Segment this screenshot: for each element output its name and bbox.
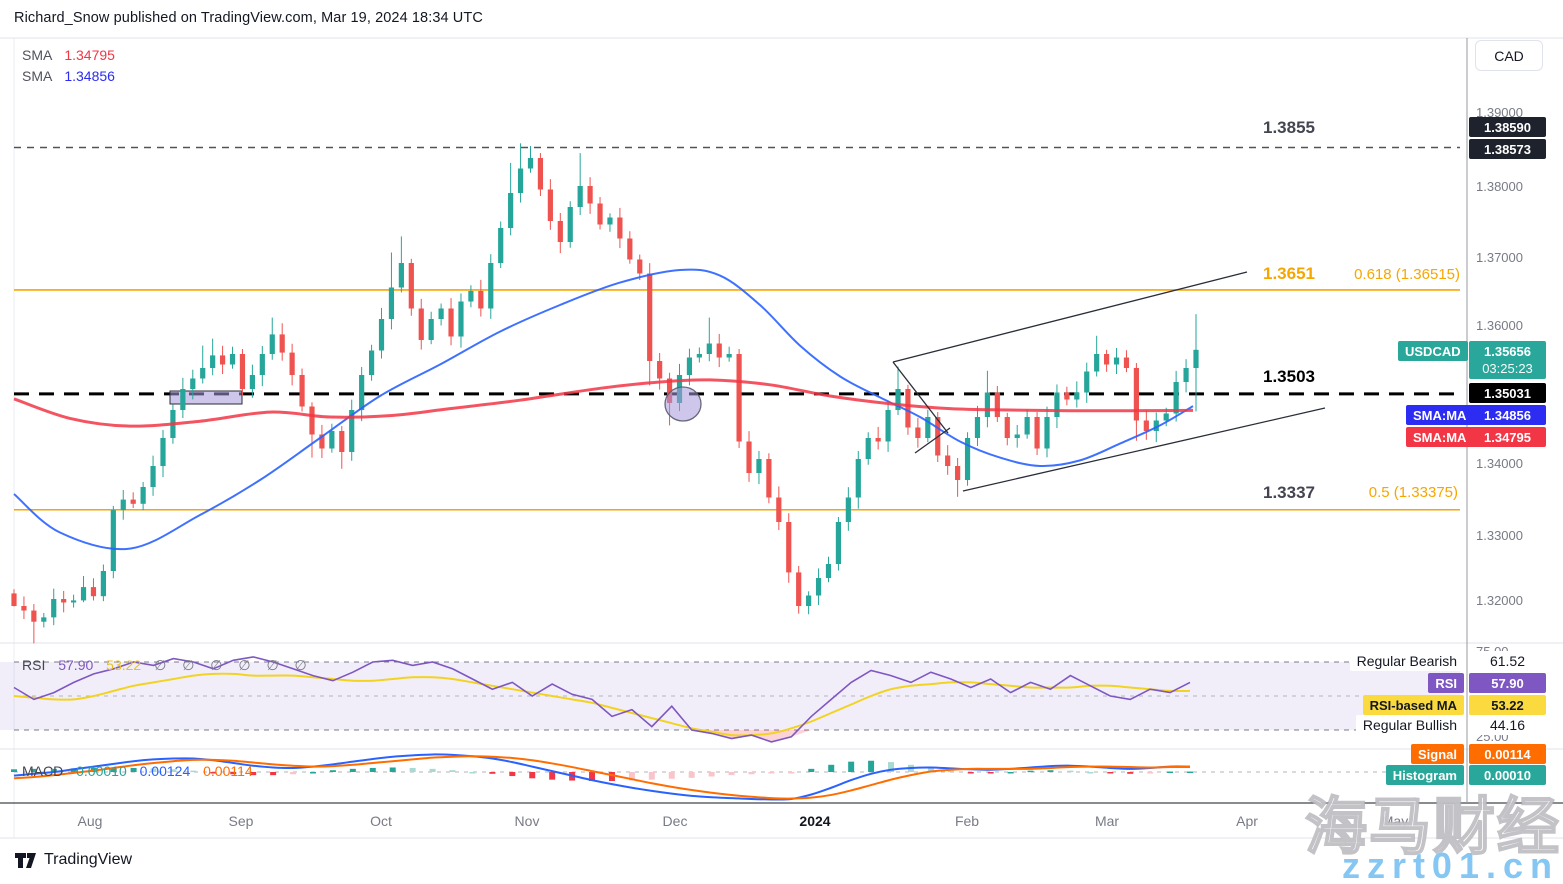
month-label-may: May [1381,813,1409,829]
watermark-cn-text: 海马财经 [1304,792,1561,863]
rsi-title: RSI [22,657,46,673]
month-label-mar: Mar [1094,813,1120,829]
sma-slow-legend-row[interactable]: SMA 1.34856 [22,65,115,86]
fib618-level-label[interactable]: 1.3651 [1263,264,1315,283]
sma-fast-label: SMA [22,46,53,63]
axis-tick: 1.37000 [1476,250,1523,265]
rsi-value: 57.90 [58,657,94,673]
month-label-2024: 2024 [799,813,831,829]
rsi-axis-label: RSI [1428,673,1464,693]
regular-bullish-value: 44.16 [1469,715,1546,735]
month-label-feb: Feb [954,813,980,829]
regular-bullish-label: Regular Bullish [1355,715,1464,735]
month-label-nov: Nov [514,813,540,829]
tradingview-logo-icon [15,852,36,868]
rsi-hidden-values: ∅ ∅ ∅ ∅ ∅ ∅ [154,657,313,673]
rsi-ma-axis-label: RSI-based MA [1362,695,1464,715]
fib50-ratio-label: 0.5 (1.33375) [1368,484,1458,501]
pivot-level-label[interactable]: 1.3503 [1263,367,1315,386]
tradingview-brand-text: TradingView [44,851,133,868]
sma-fast-axis-label: SMA:MA [1406,427,1474,447]
pivot-price-badge: 1.35031 [1469,383,1546,403]
sma-fast-legend-row[interactable]: SMA 1.34795 [22,44,115,65]
symbol-axis-badge: USDCAD [1398,341,1468,361]
sma-slow-axis-value: 1.34856 [1469,405,1546,425]
regular-bearish-value: 61.52 [1469,651,1546,671]
rsi-ma-value: 53.22 [106,657,142,673]
axis-tick: 1.38000 [1476,179,1523,194]
histogram-axis-label: Histogram [1385,765,1464,785]
axis-tick: 1.39000 [1476,105,1523,120]
sma-fast-axis-value: 1.34795 [1469,427,1546,447]
rsi-axis-value: 57.90 [1469,673,1546,693]
sma-fast-value: 1.34795 [64,46,115,63]
publish-header: Richard_Snow published on TradingView.co… [14,10,483,26]
axis-tick: 1.36000 [1476,318,1523,333]
sma-slow-axis-label: SMA:MA [1406,405,1474,425]
watermark-url-text: zzrt01.cn [1341,845,1559,884]
regular-bearish-label: Regular Bearish [1349,651,1464,671]
last-price-badge: 1.35656 03:25:23 [1469,341,1546,379]
resistance-level-label[interactable]: 1.3855 [1263,118,1315,137]
macd-status-row[interactable]: MACD 0.00010 0.00124 0.00114 [22,763,262,779]
bar-countdown: 03:25:23 [1482,361,1533,376]
fib50-level-label[interactable]: 1.3337 [1263,483,1315,502]
currency-button[interactable]: CAD [1475,40,1543,71]
rsi-ma-axis-value: 53.22 [1469,695,1546,715]
month-label-dec: Dec [662,813,688,829]
sma-slow-label: SMA [22,67,53,84]
macd-hist-value: 0.00010 [76,763,127,779]
macd-line-value: 0.00124 [139,763,191,779]
month-label-oct: Oct [370,813,392,829]
axis-tick: 1.33000 [1476,528,1523,543]
axis-tick: 1.34000 [1476,456,1523,471]
resistance-price-badge: 1.38573 [1469,139,1546,159]
sma-legend: SMA 1.34795 SMA 1.34856 [22,44,115,86]
rsi-status-row[interactable]: RSI 57.90 53.22 ∅ ∅ ∅ ∅ ∅ ∅ [22,657,322,674]
month-label-apr: Apr [1236,813,1258,829]
axis-tick: 1.32000 [1476,593,1523,608]
month-label-aug: Aug [77,813,103,829]
signal-axis-label: Signal [1410,744,1464,764]
last-price-value: 1.35656 [1484,344,1531,359]
month-label-sep: Sep [228,813,254,829]
macd-title: MACD [22,763,64,779]
high-price-badge: 1.38590 [1469,117,1546,137]
sma-slow-value: 1.34856 [64,67,115,84]
tradingview-brand[interactable]: TradingView [14,851,132,869]
signal-axis-value: 0.00114 [1469,744,1546,764]
fib618-ratio-label: 0.618 (1.36515) [1354,266,1460,283]
macd-signal-value: 0.00114 [203,763,253,779]
histogram-axis-value: 0.00010 [1469,765,1546,785]
